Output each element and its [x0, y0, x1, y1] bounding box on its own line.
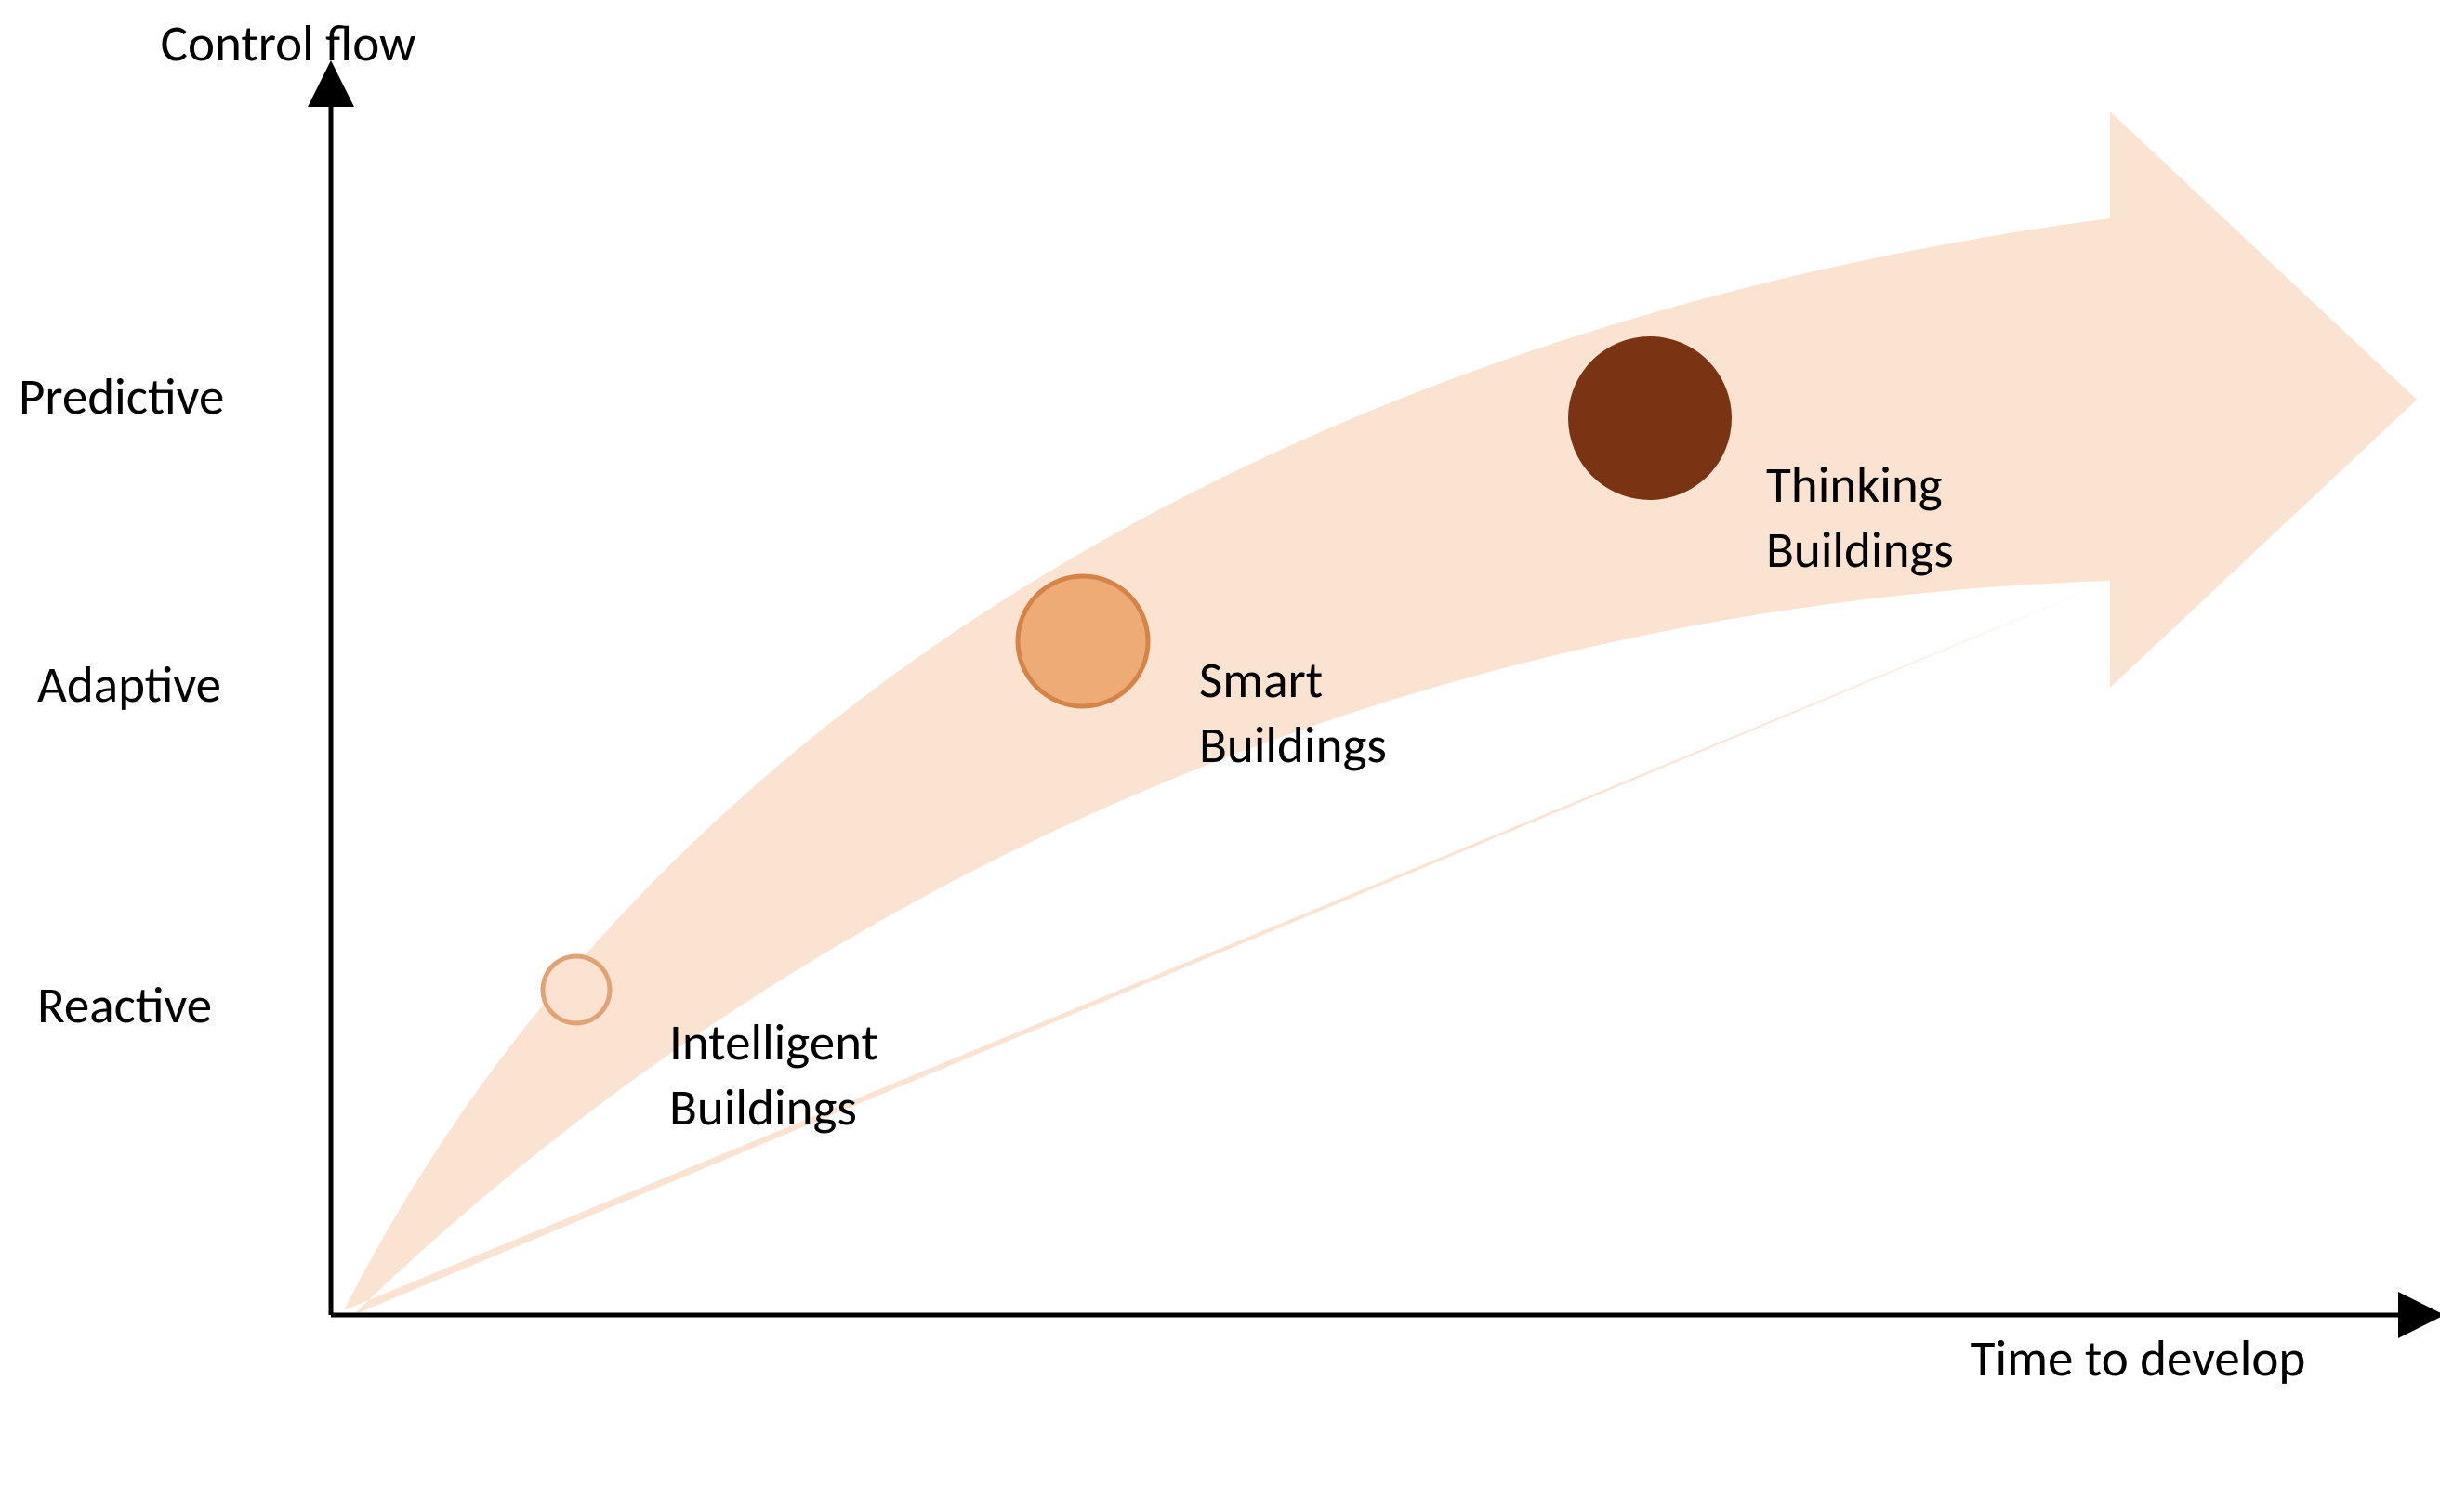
diagram-stage: Control flow Time to develop Reactive Adapt… [0, 0, 2440, 1512]
x-axis-label: Time to develop [1971, 1327, 2306, 1389]
data-point-circle [543, 956, 610, 1023]
data-point-circle [1568, 336, 1732, 500]
y-axis-label: Control flow [161, 12, 416, 74]
y-tick-label: Reactive [37, 974, 212, 1036]
data-point-circle [1018, 576, 1148, 706]
y-tick-label: Predictive [19, 365, 224, 427]
data-point-label-line: Buildings [1766, 519, 1954, 581]
data-point-label-line: Buildings [669, 1076, 857, 1138]
data-point-label-line: Intelligent [669, 1011, 878, 1073]
data-point-label-line: Buildings [1199, 714, 1387, 776]
diagram-svg: Control flow Time to develop Reactive Adapt… [0, 0, 2440, 1512]
data-point-label-line: Smart [1199, 649, 1323, 711]
y-tick-label: Adaptive [37, 653, 221, 716]
data-point-label-line: Thinking [1766, 454, 1943, 516]
